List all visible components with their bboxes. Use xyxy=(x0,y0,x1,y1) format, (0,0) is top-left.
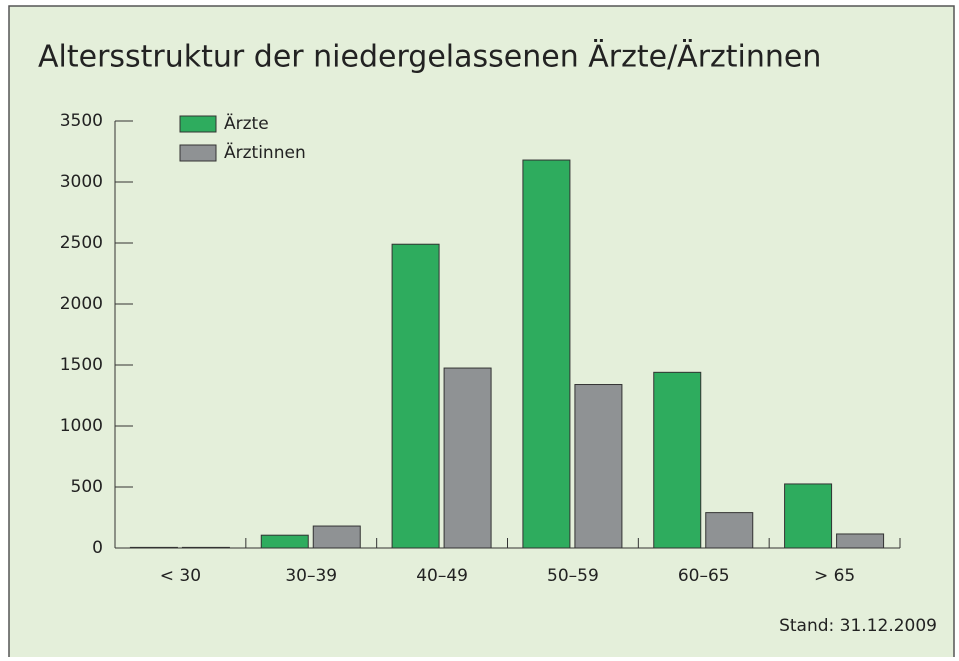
note: Stand: 31.12.2009 xyxy=(779,616,937,636)
bar xyxy=(391,243,440,549)
bar xyxy=(705,512,754,549)
y-tick-label: 1500 xyxy=(60,355,103,375)
bar xyxy=(129,546,178,549)
y-tick-label: 2500 xyxy=(60,233,103,253)
y-tick-label: 3500 xyxy=(60,111,103,131)
legend-label: Ärzte xyxy=(224,113,269,134)
legend-label: Ärztinnen xyxy=(224,142,306,163)
chart-title: Altersstruktur der niedergelassenen Ärzt… xyxy=(38,39,821,75)
bar xyxy=(260,534,309,549)
frame xyxy=(8,5,955,661)
x-tick-label: < 30 xyxy=(160,566,201,586)
legend-swatch xyxy=(179,144,217,162)
x-tick-label: 30–39 xyxy=(285,566,337,586)
bar xyxy=(784,483,833,549)
y-tick-label: 2000 xyxy=(60,294,103,314)
y-tick-label: 1000 xyxy=(60,416,103,436)
y-tick-label: 500 xyxy=(71,477,103,497)
y-tick-label: 0 xyxy=(92,538,103,558)
x-tick-label: 50–59 xyxy=(547,566,599,586)
bar xyxy=(836,533,885,549)
bar xyxy=(181,546,230,549)
bar xyxy=(574,384,623,549)
y-tick-label: 3000 xyxy=(60,172,103,192)
x-tick-label: 40–49 xyxy=(416,566,468,586)
legend-swatch xyxy=(179,115,217,133)
x-tick-label: > 65 xyxy=(814,566,855,586)
bar xyxy=(312,525,361,549)
bar xyxy=(522,159,571,549)
bar xyxy=(653,371,702,549)
x-tick-label: 60–65 xyxy=(678,566,730,586)
bar xyxy=(443,367,492,549)
